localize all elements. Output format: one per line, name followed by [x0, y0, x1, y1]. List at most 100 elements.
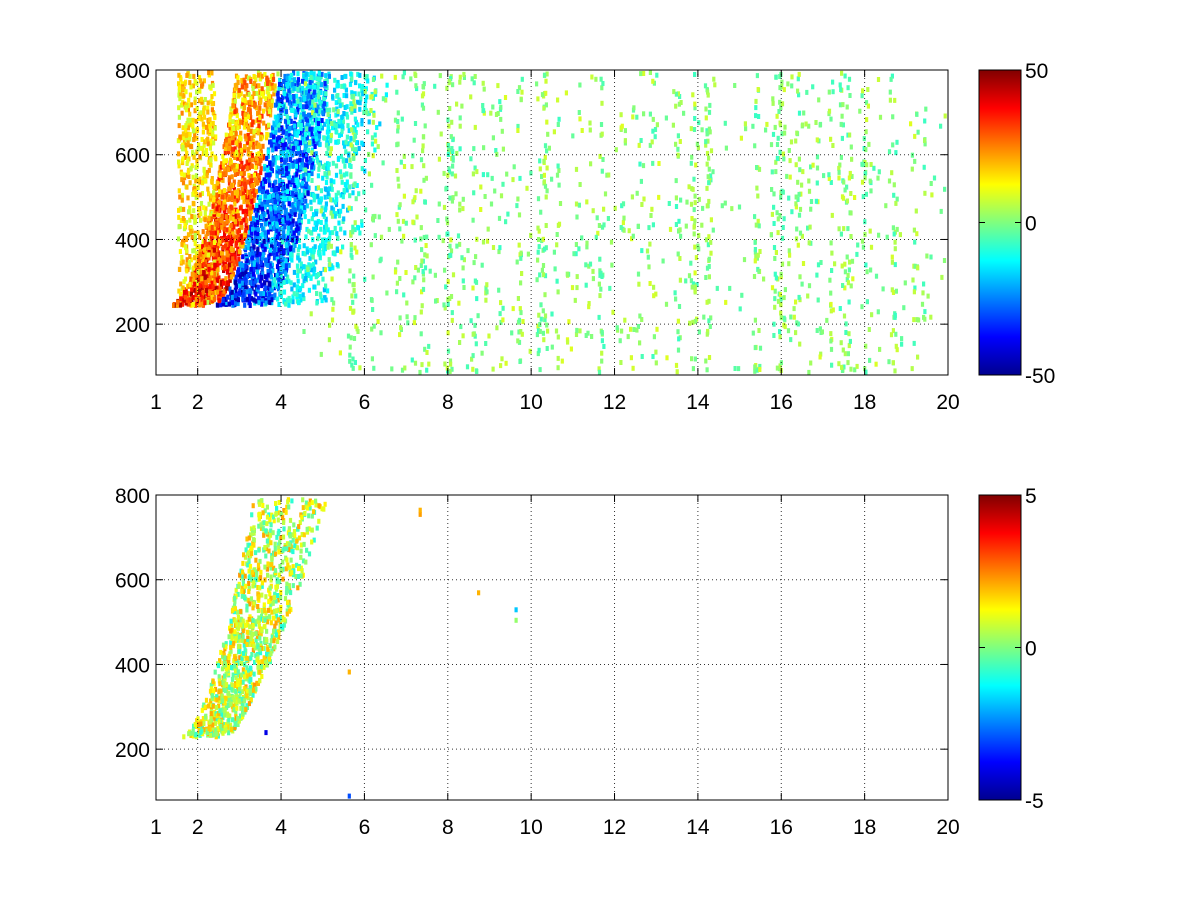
heatmap-cell — [929, 181, 933, 186]
heatmap-cell — [244, 284, 248, 290]
heatmap-cell — [783, 287, 787, 293]
heatmap-cell — [321, 242, 325, 247]
heatmap-cell — [285, 215, 290, 221]
heatmap-cell — [236, 229, 240, 235]
heatmap-cell — [762, 276, 766, 282]
heatmap-cell — [231, 229, 235, 235]
heatmap-cell — [216, 202, 220, 208]
heatmap-cell — [316, 85, 320, 91]
heatmap-cell — [541, 236, 545, 242]
heatmap-cell — [301, 283, 305, 289]
heatmap-cell — [271, 76, 276, 82]
heatmap-cell — [233, 250, 237, 256]
heatmap-cell — [271, 125, 275, 131]
heatmap-cell — [239, 130, 243, 136]
heatmap-cell — [396, 124, 400, 130]
heatmap-cell — [242, 236, 246, 242]
heatmap-cell — [207, 167, 211, 173]
heatmap-cell — [775, 113, 779, 119]
heatmap-cell — [208, 275, 212, 281]
heatmap-cell — [676, 133, 680, 139]
heatmap-cell — [451, 195, 455, 201]
heatmap-cell — [216, 289, 220, 295]
heatmap-cell — [230, 252, 234, 258]
heatmap-cell — [780, 261, 785, 267]
heatmap-cell — [336, 139, 341, 145]
heatmap-cell — [298, 188, 302, 194]
heatmap-cell — [224, 171, 228, 176]
heatmap-cell — [861, 88, 865, 94]
heatmap-cell — [271, 147, 275, 153]
heatmap-cell — [806, 225, 810, 231]
heatmap-cell — [256, 207, 260, 213]
heatmap-cell — [204, 178, 208, 184]
heatmap-cell — [299, 165, 303, 170]
heatmap-cell — [497, 249, 501, 255]
heatmap-cell — [575, 285, 579, 291]
heatmap-cell — [352, 308, 356, 314]
heatmap-cell — [517, 242, 521, 248]
heatmap-cell — [268, 86, 272, 92]
heatmap-cell — [425, 253, 429, 259]
heatmap-cell — [410, 164, 414, 170]
heatmap-cell — [912, 227, 916, 233]
heatmap-cell — [599, 286, 603, 292]
heatmap-cell — [251, 119, 255, 125]
heatmap-cell — [240, 160, 244, 166]
heatmap-cell — [648, 281, 652, 286]
heatmap-cell — [276, 90, 280, 96]
heatmap-cell — [893, 262, 897, 268]
heatmap-cell — [483, 194, 487, 199]
heatmap-cell — [292, 86, 296, 92]
heatmap-cell — [185, 257, 189, 263]
heatmap-cell — [313, 144, 317, 149]
heatmap-cell — [575, 327, 579, 333]
heatmap-cell — [191, 117, 195, 123]
heatmap-cell — [212, 184, 216, 190]
heatmap-cell — [299, 219, 303, 225]
heatmap-cell — [520, 76, 524, 82]
heatmap-cell — [275, 264, 280, 270]
heatmap-cell — [693, 218, 697, 224]
heatmap-cell — [349, 135, 353, 141]
heatmap-cell — [474, 341, 478, 347]
heatmap-cell — [236, 297, 240, 303]
heatmap-cell — [186, 169, 190, 175]
heatmap-cell — [450, 146, 454, 151]
heatmap-cell — [332, 179, 336, 185]
heatmap-cell — [226, 149, 231, 155]
heatmap-cell — [190, 214, 194, 219]
heatmap-cell — [347, 128, 351, 134]
heatmap-cell — [210, 270, 214, 276]
heatmap-cell — [301, 104, 306, 110]
heatmap-cell — [316, 193, 320, 199]
heatmap-cell — [620, 123, 624, 129]
heatmap-cell — [265, 135, 269, 141]
heatmap-cell — [213, 230, 217, 236]
heatmap-cell — [308, 80, 312, 85]
heatmap-cell — [434, 298, 438, 304]
heatmap-cell — [678, 227, 682, 233]
heatmap-cell — [831, 89, 835, 95]
heatmap-cell — [356, 99, 360, 105]
heatmap-cell — [188, 205, 192, 211]
heatmap-cell — [349, 231, 353, 237]
heatmap-cell — [202, 247, 207, 253]
heatmap-cell — [250, 122, 254, 128]
heatmap-cell — [285, 220, 289, 226]
heatmap-cell — [861, 162, 865, 168]
heatmap-cell — [288, 75, 292, 81]
heatmap-cell — [454, 191, 458, 197]
heatmap-cell — [203, 150, 207, 156]
heatmap-cell — [891, 360, 895, 366]
heatmap-cell — [241, 114, 246, 120]
heatmap-cell — [296, 268, 300, 274]
heatmap-cell — [801, 261, 806, 266]
heatmap-cell — [275, 199, 279, 205]
heatmap-cell — [208, 247, 212, 253]
heatmap-cell — [291, 218, 295, 224]
heatmap-cell — [196, 185, 200, 190]
heatmap-cell — [219, 200, 223, 206]
heatmap-cell — [280, 169, 284, 175]
heatmap-cell — [282, 163, 286, 169]
